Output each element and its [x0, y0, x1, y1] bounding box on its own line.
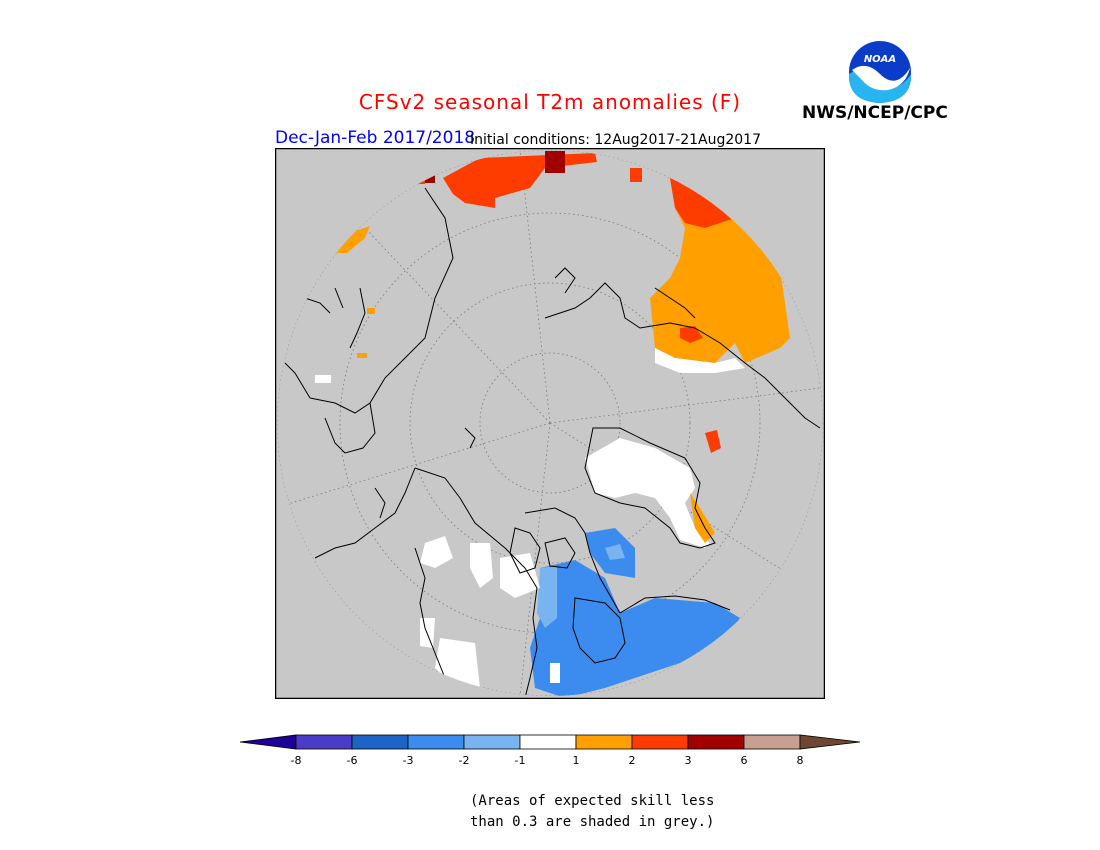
- noaa-logo: NOAA: [849, 41, 911, 103]
- noaa-logo-text: NOAA: [864, 54, 896, 65]
- neutral-region-greenland: [585, 438, 715, 548]
- colorbar-bin: [351, 734, 409, 750]
- coastlines: [284, 187, 821, 696]
- colorbar-bin: [519, 734, 577, 750]
- agency-label: NWS/NCEP/CPC: [802, 103, 948, 123]
- colorbar-bin-high-extreme: [799, 734, 861, 750]
- colorbar-tick-label: 2: [629, 754, 636, 767]
- neutral-region-alaska: [420, 536, 560, 688]
- colorbar-bin: [687, 734, 745, 750]
- colorbar-bin: [575, 734, 633, 750]
- colorbar-bin-low-extreme: [239, 734, 297, 750]
- colorbar-tick-label: -1: [515, 754, 526, 767]
- cold-region-canada: [530, 528, 740, 696]
- skill-note-line2: than 0.3 are shaded in grey.): [470, 814, 715, 830]
- colorbar-bin: [743, 734, 801, 750]
- colorbar-tick-label: -8: [291, 754, 302, 767]
- colorbar-tick-label: -2: [459, 754, 470, 767]
- colorbar-bin: [463, 734, 521, 750]
- colorbar-bin: [295, 734, 353, 750]
- initial-conditions-label: Initial conditions: 12Aug2017-21Aug2017: [470, 132, 761, 148]
- map-title: CFSv2 seasonal T2m anomalies (F): [358, 90, 742, 114]
- skill-note-line1: (Areas of expected skill less: [470, 793, 715, 809]
- colorbar-bin: [407, 734, 465, 750]
- colorbar-tick-label: -3: [403, 754, 414, 767]
- colorbar-tick-label: 1: [573, 754, 580, 767]
- colorbar-tick-label: 6: [741, 754, 748, 767]
- map-border: [275, 148, 825, 699]
- colorbar-bin: [631, 734, 689, 750]
- colorbar-tick-label: -6: [347, 754, 358, 767]
- anomaly-map: [275, 148, 825, 699]
- skill-note: (Areas of expected skill less than 0.3 a…: [470, 791, 714, 833]
- colorbar-tick-label: 8: [797, 754, 804, 767]
- warm-region-europe: [315, 178, 790, 453]
- season-label: Dec-Jan-Feb 2017/2018: [275, 128, 476, 148]
- colorbar: -8 -6 -3 -2 -1 1 2 3 6 8: [239, 734, 861, 767]
- colorbar-tick-label: 3: [685, 754, 692, 767]
